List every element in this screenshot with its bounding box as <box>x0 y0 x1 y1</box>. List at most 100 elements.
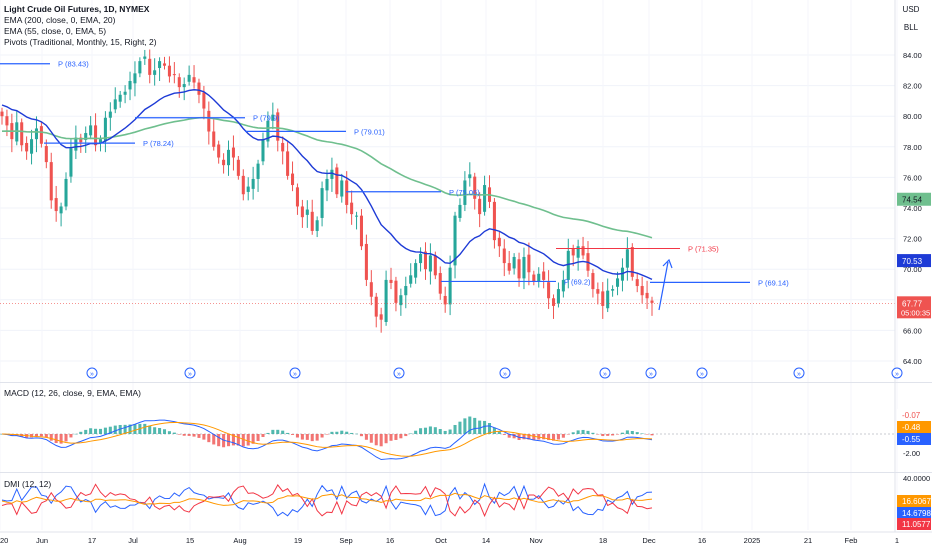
candle-body <box>207 110 211 132</box>
event-marker-glyph: » <box>603 371 607 378</box>
price-tick-label: 72.00 <box>903 235 922 244</box>
macd-histogram-bar <box>84 429 88 434</box>
candle-body <box>212 131 216 147</box>
pivots-legend[interactable]: Pivots (Traditional, Monthly, 15, Right,… <box>4 37 157 47</box>
macd-histogram-bar <box>276 429 280 434</box>
ema55-value-label: 70.53 <box>902 257 923 266</box>
adx-line <box>1 492 653 506</box>
macd-histogram-bar <box>507 434 511 438</box>
candle-body <box>399 295 403 306</box>
macd-histogram-bar <box>438 429 442 434</box>
macd-histogram-bar <box>423 427 428 434</box>
macd-histogram-bar <box>271 429 275 434</box>
candle-body <box>522 256 526 279</box>
candle-body <box>74 137 78 151</box>
event-marker-icon <box>891 367 903 379</box>
event-marker-icon <box>696 367 708 379</box>
macd-histogram-bar <box>551 434 556 441</box>
candle-body <box>537 273 541 282</box>
event-marker-glyph: » <box>503 371 507 378</box>
pane-divider[interactable] <box>0 472 932 473</box>
macd-tick-label: -2.00 <box>903 449 920 458</box>
dmi-minus-line <box>1 483 653 518</box>
event-marker-icon <box>393 367 405 379</box>
adx-value: 16.6067 <box>902 497 931 506</box>
candle-body <box>182 84 186 88</box>
candle-body <box>246 186 250 192</box>
macd-histogram-bar <box>74 433 78 435</box>
candle-body <box>192 77 196 83</box>
macd-histogram-bar <box>69 434 73 438</box>
candle-body <box>315 220 319 231</box>
event-marker-glyph: » <box>797 371 801 378</box>
main-legend: Light Crude Oil Futures, 1D, NYMEX EMA (… <box>4 4 157 48</box>
candle-body <box>300 206 304 218</box>
macd-histogram-bar <box>236 434 240 446</box>
price-tick-label: 70.00 <box>903 265 922 274</box>
ema200-legend[interactable]: EMA (200, close, 0, EMA, 20) <box>4 15 116 25</box>
candle-body <box>123 91 127 95</box>
macd-histogram-bar <box>89 428 93 434</box>
candle-body <box>226 149 231 166</box>
event-marker-glyph: » <box>895 371 899 378</box>
price-tick-label: 66.00 <box>903 326 922 335</box>
dmi-legend[interactable]: DMI (12, 12) <box>4 479 52 489</box>
macd-histogram-bar <box>561 434 565 438</box>
candle-body <box>148 58 152 75</box>
candle-body <box>291 173 295 186</box>
time-tick-label: Jun <box>36 536 48 545</box>
price-tick-label: 82.00 <box>903 82 922 91</box>
macd-histogram-bar <box>79 431 83 434</box>
macd-legend[interactable]: MACD (12, 26, close, 9, EMA, EMA) <box>4 388 141 398</box>
symbol-title[interactable]: Light Crude Oil Futures, 1D, NYMEX <box>4 4 150 14</box>
forecast-arrow <box>658 261 669 311</box>
macd-histogram-bar <box>630 430 634 434</box>
price-pane: P (83.43) P (78.24) P (79.9) P (79.01) P (75… <box>0 49 895 333</box>
time-tick-label: 17 <box>88 536 96 545</box>
pivot-label: P (79.9) <box>253 114 280 123</box>
candle-body <box>251 178 255 189</box>
macd-histogram-bar <box>94 428 98 434</box>
pane-divider[interactable] <box>0 382 932 383</box>
macd-histogram-bar <box>123 424 127 434</box>
macd-histogram-bar <box>409 433 413 434</box>
macd-histogram-bar <box>443 430 447 434</box>
candle-body <box>310 211 314 231</box>
macd-histogram-bar <box>379 434 383 447</box>
macd-histogram-bar <box>177 434 181 435</box>
macd-histogram-bar <box>650 434 654 436</box>
candle-body <box>581 246 585 256</box>
candle-body <box>197 82 201 95</box>
candle-body <box>414 263 418 278</box>
macd-histogram-bar <box>458 421 462 434</box>
candle-body <box>532 274 536 282</box>
macd-signal-value-bg <box>897 421 931 433</box>
currency-button[interactable]: USD <box>902 5 920 14</box>
price-tick-label: 64.00 <box>903 357 922 366</box>
macd-histogram-bar <box>162 429 167 434</box>
macd-histogram-bar <box>217 434 221 447</box>
candle-body <box>369 282 373 297</box>
ema55-legend[interactable]: EMA (55, close, 0, EMA, 5) <box>4 26 107 36</box>
macd-histogram-bar <box>103 427 107 434</box>
candle-body <box>79 137 83 143</box>
macd-histogram-bar <box>522 434 526 440</box>
unit-button[interactable]: BLL <box>903 23 919 32</box>
candle-body <box>108 111 112 118</box>
candle-body <box>153 70 157 75</box>
candle-body <box>433 255 437 276</box>
event-marker-icon <box>499 367 511 379</box>
macd-histogram-bar <box>143 423 147 434</box>
pivot-label: P (71.35) <box>688 245 719 254</box>
candle-body <box>15 122 19 142</box>
macd-histogram-bar <box>10 434 14 436</box>
price-tick-label: 80.00 <box>903 112 922 121</box>
plus-di-value-bg <box>897 507 931 519</box>
candle-body <box>566 250 570 280</box>
macd-histogram-bar <box>497 431 501 434</box>
candle-body <box>94 125 98 146</box>
grid <box>0 0 898 530</box>
macd-histogram-bar <box>158 427 162 434</box>
macd-histogram-bar <box>330 431 334 434</box>
